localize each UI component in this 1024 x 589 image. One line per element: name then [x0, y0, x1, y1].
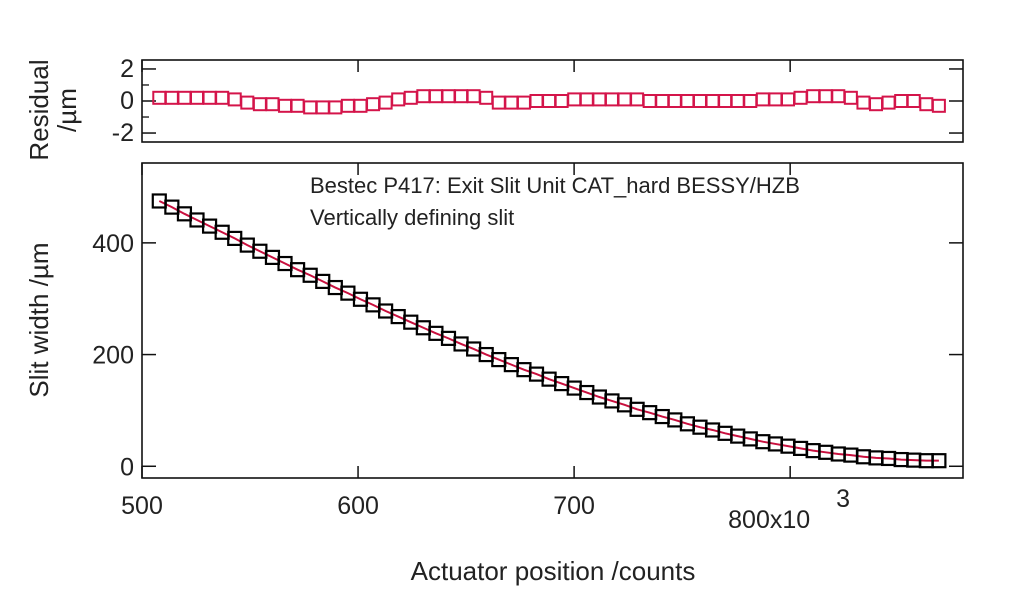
xtick-label: 700	[553, 492, 595, 520]
residual-point	[718, 94, 733, 108]
residual-point	[617, 92, 632, 107]
residual-point	[667, 94, 682, 108]
residual-point	[869, 97, 884, 112]
main-ytick-label: 200	[92, 342, 134, 370]
residual-point	[780, 92, 795, 107]
xtick-label: 800x10	[728, 506, 810, 534]
residual-point	[894, 94, 909, 108]
annotation-title: Bestec P417: Exit Slit Unit CAT_hard BES…	[310, 173, 800, 198]
residual-point	[391, 92, 406, 107]
residual-ylabel-line2: /µm	[52, 88, 82, 132]
residual-point	[278, 98, 293, 113]
residual-point	[366, 97, 381, 112]
residual-point	[579, 92, 594, 107]
residual-point	[441, 89, 456, 104]
residual-point	[479, 90, 494, 105]
residual-ytick-label: 0	[120, 87, 134, 115]
residual-point	[592, 92, 607, 107]
residual-point	[818, 89, 833, 104]
residual-point	[227, 92, 242, 107]
residual-point	[353, 98, 368, 113]
residual-point	[604, 92, 619, 107]
residual-point	[290, 98, 305, 113]
annotation-subtitle: Vertically defining slit	[310, 205, 514, 230]
residual-ytick-label: 2	[120, 55, 134, 83]
residual-point	[177, 90, 192, 105]
residual-point	[931, 98, 946, 113]
residual-point	[793, 90, 808, 105]
xlabel: Actuator position /counts	[411, 556, 696, 586]
residual-point	[416, 89, 431, 104]
residual-point	[516, 95, 531, 110]
residual-point	[529, 94, 544, 108]
main-ytick-label: 0	[120, 453, 134, 481]
residual-ytick-label: -2	[112, 119, 134, 147]
residual-point	[554, 94, 569, 108]
residual-point	[680, 94, 695, 108]
residual-point	[454, 89, 469, 104]
residual-point	[403, 90, 418, 105]
residual-point	[806, 89, 821, 104]
residual-point	[340, 98, 355, 113]
residual-panel: 2 0 -2 Residual /µm	[24, 55, 964, 161]
main-ylabel: Slit width /µm	[24, 242, 54, 397]
residual-point	[466, 89, 481, 104]
residual-point	[831, 89, 846, 104]
residual-point	[755, 92, 770, 107]
residual-point	[252, 97, 267, 112]
fit-line	[158, 200, 939, 462]
residual-point	[630, 92, 645, 107]
residual-point	[730, 94, 745, 108]
residual-point	[843, 90, 858, 105]
residual-point	[190, 90, 205, 105]
residual-point	[768, 92, 783, 107]
residual-point	[856, 95, 871, 110]
residual-point	[215, 90, 230, 105]
residual-point	[152, 90, 167, 105]
residual-point	[428, 89, 443, 104]
residual-point	[315, 100, 330, 115]
residual-point	[655, 94, 670, 108]
main-ytick-label: 400	[92, 230, 134, 258]
residual-point	[542, 94, 557, 108]
residual-point	[906, 94, 921, 108]
residual-point	[692, 94, 707, 108]
residual-point	[240, 95, 255, 110]
xtick-label: 600	[337, 492, 379, 520]
main-plot-frame	[141, 162, 964, 479]
residual-point	[328, 100, 343, 115]
xtick-exponent: 3	[836, 485, 850, 513]
residual-point	[164, 90, 179, 105]
data-point	[931, 453, 947, 469]
residual-point	[303, 100, 318, 115]
residual-point	[378, 95, 393, 110]
xtick-label: 500	[121, 492, 163, 520]
residual-point	[881, 95, 896, 110]
main-panel: 0 200 400 500 600 700 800x10 3 Bestec P417: Exi…	[24, 162, 964, 586]
residual-point	[202, 90, 217, 105]
residual-point	[705, 94, 720, 108]
residual-point	[504, 95, 519, 110]
residual-ylabel-line1: Residual	[24, 59, 54, 160]
residual-point	[265, 97, 280, 112]
residual-point	[919, 97, 934, 112]
residual-point	[567, 92, 582, 107]
residual-point	[491, 95, 506, 110]
residual-point	[642, 94, 657, 108]
residual-point	[743, 94, 758, 108]
